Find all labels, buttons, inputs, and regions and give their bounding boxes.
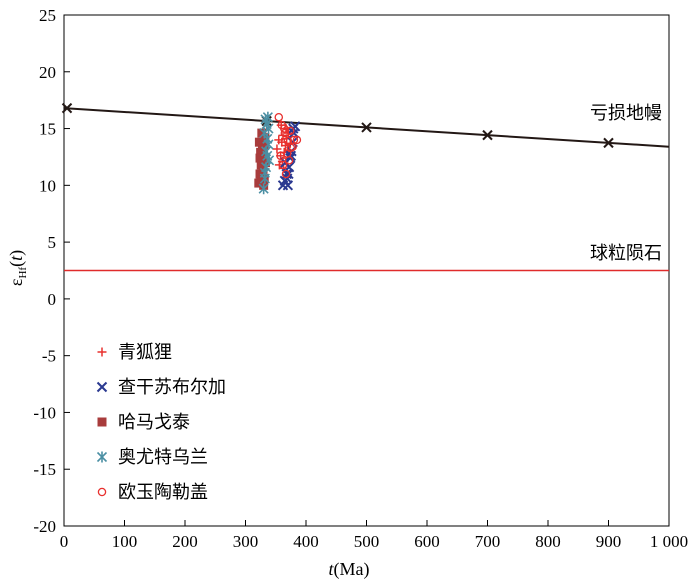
x-tick-label: 300	[233, 532, 259, 551]
reference-line-marker	[482, 129, 493, 141]
data-point	[286, 126, 295, 136]
data-point	[278, 160, 288, 170]
data-point	[254, 178, 264, 188]
data-point	[254, 137, 264, 147]
chondrite-label: 球粒陨石	[590, 243, 662, 264]
data-point	[259, 167, 270, 179]
legend-label: 哈马戈泰	[118, 412, 190, 433]
data-point	[282, 149, 292, 158]
data-point	[288, 142, 297, 151]
x-tick-label: 500	[354, 532, 380, 551]
x-axis-title-italic: t	[329, 559, 335, 579]
data-point	[261, 145, 272, 157]
x-tick-label: 400	[293, 532, 319, 551]
x-tick-label: 900	[596, 532, 622, 551]
legend-marker	[97, 347, 107, 357]
y-tick-label: -5	[42, 347, 56, 366]
y-axis: -20 -15 -10 -5 0 5 10 15 20 25	[33, 6, 70, 536]
legend-label: 查干苏布尔加	[118, 377, 226, 398]
reference-lines	[61, 102, 670, 272]
y-axis-title-italic: t	[6, 255, 26, 261]
data-point	[274, 112, 284, 122]
x-axis-title-unit: (Ma)	[334, 559, 370, 580]
y-axis-title-subscript: Hf	[17, 267, 29, 279]
y-tick-label: -20	[33, 517, 56, 536]
x-axis: 0 100 200 300 400 500 600 700 800 900 1 000	[60, 520, 688, 551]
data-point	[283, 136, 293, 146]
y-axis-title-open: (	[6, 261, 27, 267]
x-tick-label: 600	[414, 532, 440, 551]
x-axis-title: t(Ma)	[329, 559, 370, 580]
x-tick-label: 0	[60, 532, 69, 551]
reference-line-marker	[361, 122, 372, 133]
data-point	[264, 154, 275, 166]
data-point	[263, 123, 274, 135]
y-axis-title-symbol: ε	[6, 278, 26, 286]
legend-marker	[96, 381, 108, 393]
x-tick-label: 800	[535, 532, 561, 551]
x-tick-label: 700	[475, 532, 501, 551]
y-axis-title-close: )	[6, 250, 27, 256]
data-point	[257, 144, 267, 154]
data-point	[272, 144, 282, 154]
y-tick-label: 5	[48, 233, 57, 252]
data-point	[262, 133, 273, 145]
series-4	[274, 112, 302, 179]
reference-line-marker	[603, 137, 614, 149]
data-point	[260, 113, 271, 125]
legend-marker	[97, 417, 107, 427]
legend-label: 奥尤特乌兰	[118, 447, 208, 468]
y-tick-label: 0	[48, 290, 57, 309]
series-3	[258, 111, 275, 195]
legend-label: 青狐狸	[118, 342, 172, 363]
reference-line-marker	[61, 102, 73, 114]
legend-label: 欧玉陶勒盖	[118, 482, 208, 503]
data-point	[282, 173, 293, 184]
y-tick-label: 20	[39, 63, 56, 82]
y-axis-title: εHf(t)	[6, 250, 29, 286]
data-point	[258, 183, 269, 195]
y-tick-label: 25	[39, 6, 56, 25]
y-tick-label: -10	[33, 403, 56, 422]
data-points	[254, 111, 302, 195]
data-point	[281, 169, 291, 179]
data-point	[285, 150, 297, 162]
data-point	[255, 153, 265, 163]
y-tick-label: 10	[39, 176, 56, 195]
y-tick-label: -15	[33, 460, 56, 479]
legend-marker	[96, 451, 108, 463]
x-tick-label: 200	[172, 532, 198, 551]
x-tick-label: 1 000	[650, 532, 688, 551]
depleted-mantle-label: 亏损地幔	[590, 103, 662, 124]
data-point	[280, 128, 290, 138]
legend-marker	[97, 487, 107, 497]
x-tick-label: 100	[112, 532, 138, 551]
y-tick-label: 15	[39, 120, 56, 139]
data-point	[292, 135, 302, 145]
data-point	[257, 128, 267, 138]
